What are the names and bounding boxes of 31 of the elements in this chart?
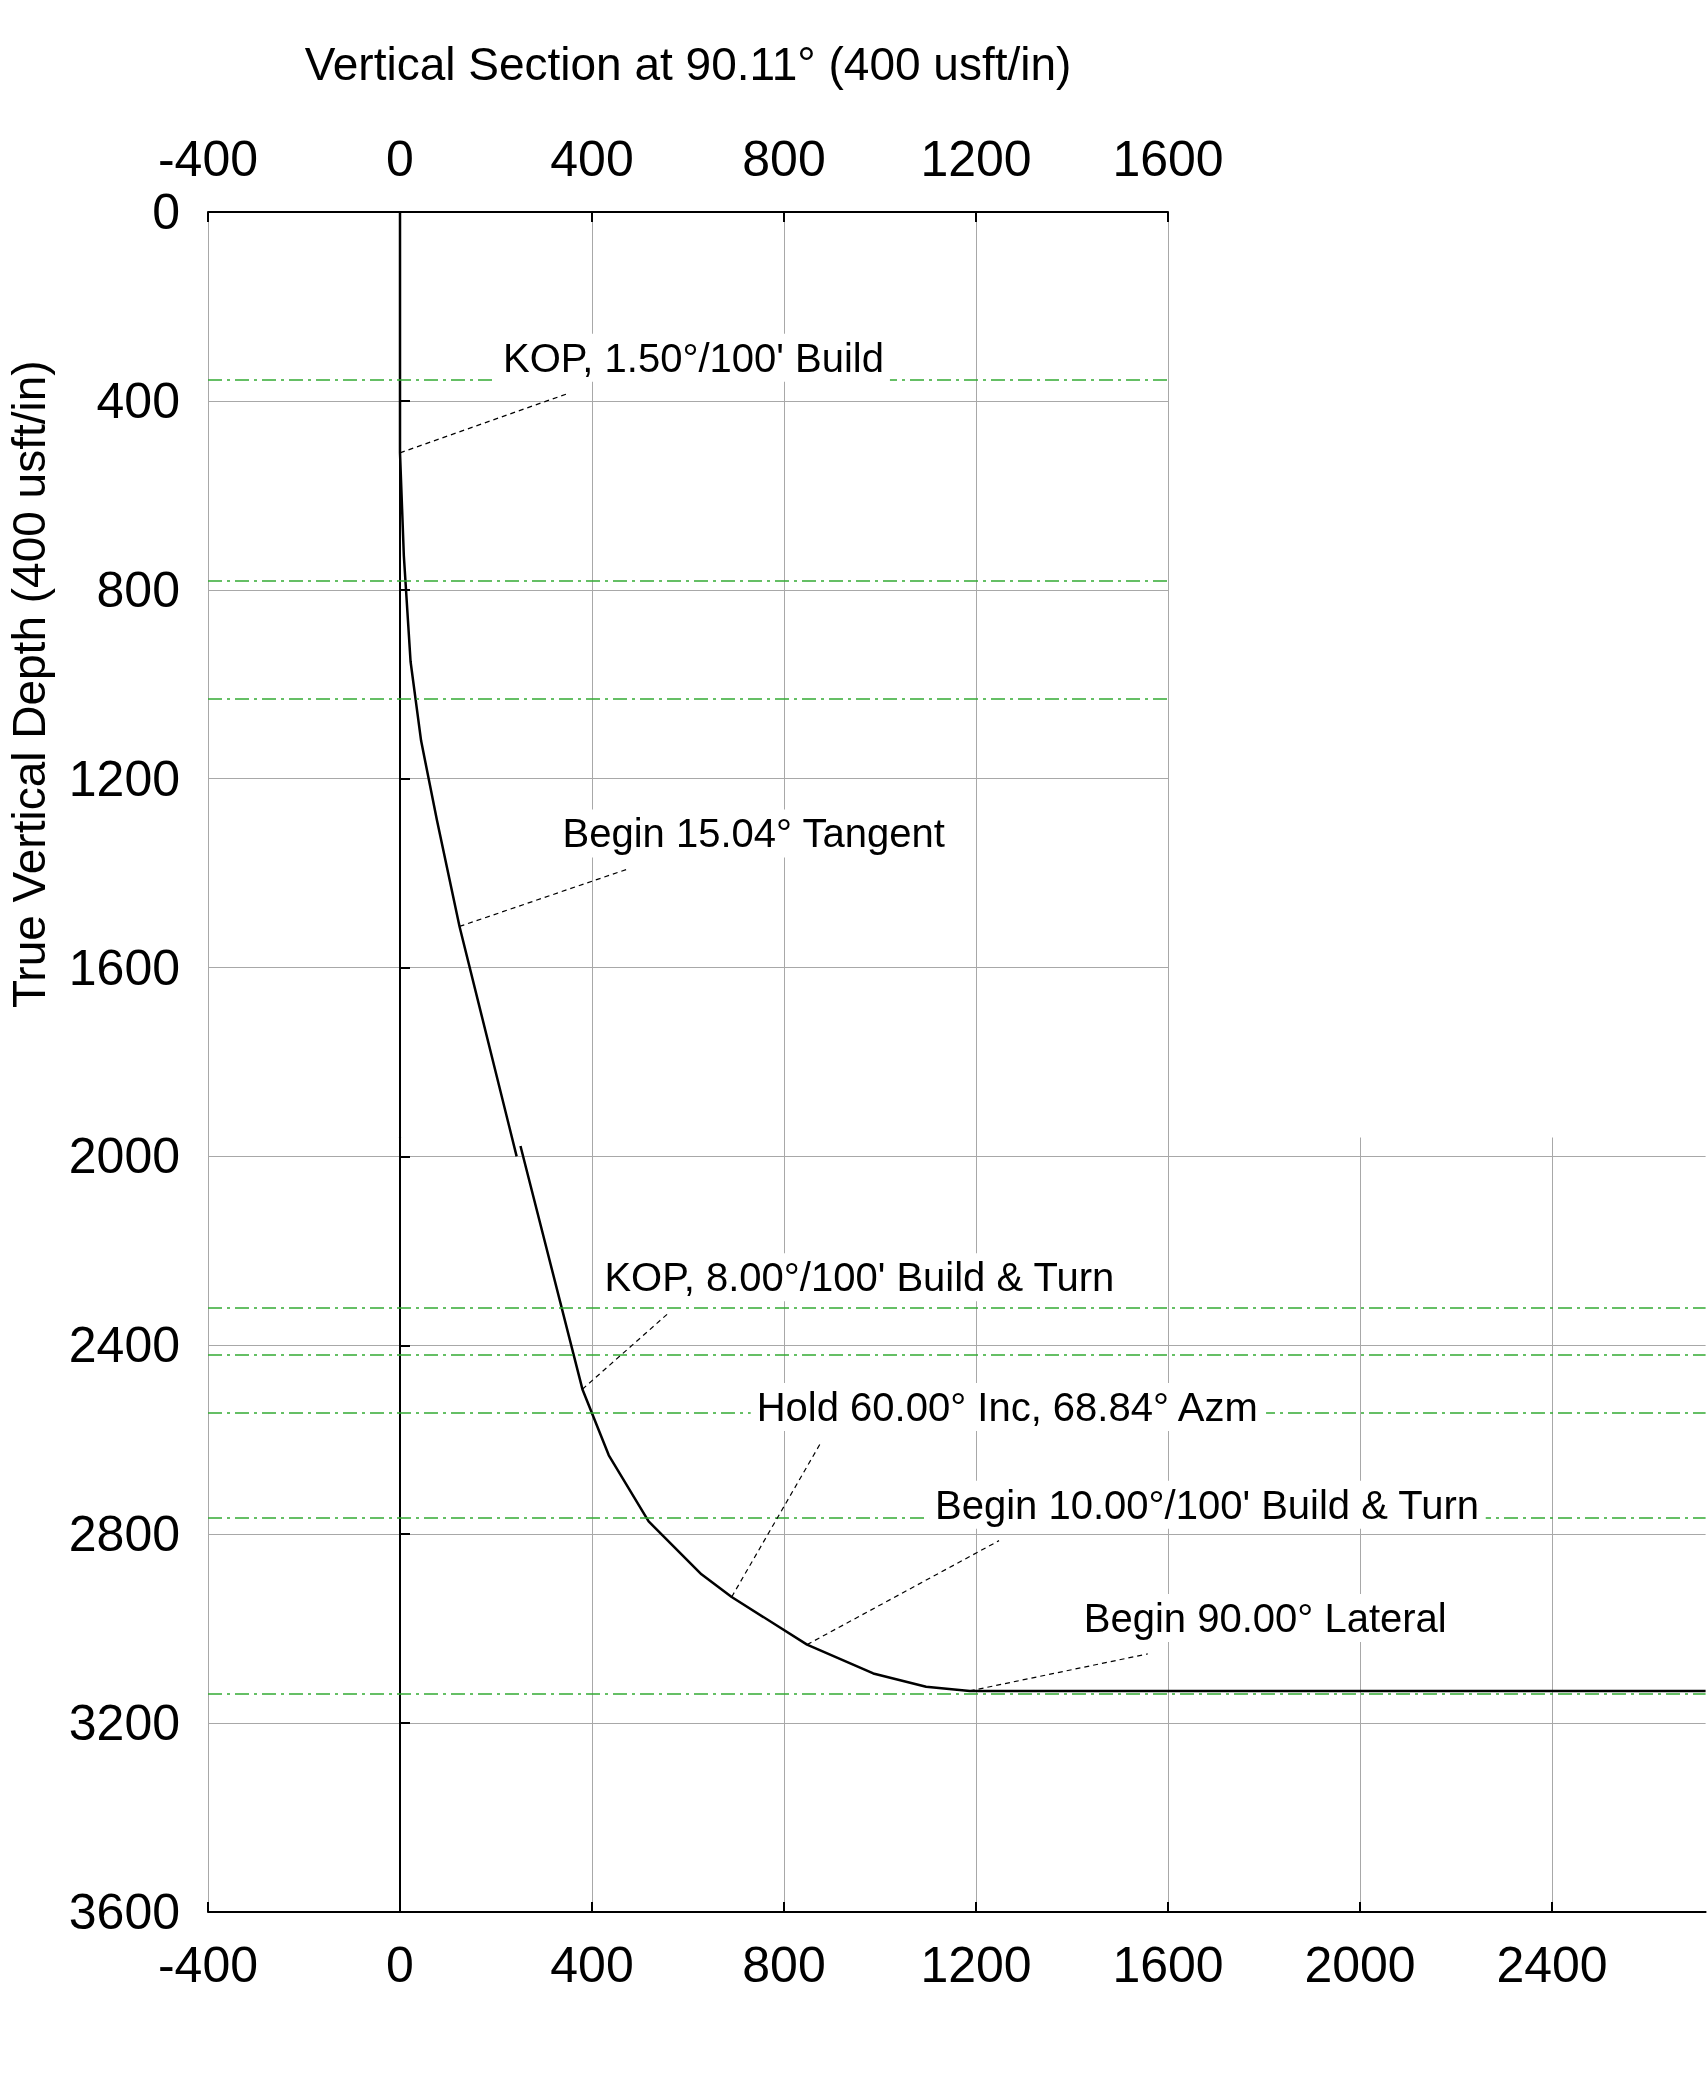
x-axis-title: Vertical Section at 90.11° (400 usft/in) [304, 38, 1072, 90]
annotation: KOP, 8.00°/100' Build & Turn [604, 1255, 1115, 1300]
x-tick-label: 2400 [1496, 1936, 1608, 1993]
x-tick-label: 0 [386, 131, 414, 187]
y-tick-label: 3200 [68, 1695, 180, 1752]
x-tick-label: 400 [550, 131, 634, 187]
y-tick-label: 1600 [68, 939, 180, 996]
x-tick-label: -400 [157, 131, 259, 187]
annotation: Begin 10.00°/100' Build & Turn [935, 1482, 1480, 1527]
annotation: Hold 60.00° Inc, 68.84° Azm [756, 1384, 1258, 1429]
y-tick-label: 0 [152, 184, 180, 240]
x-tick-label: 0 [386, 1936, 414, 1993]
x-tick-label: 1600 [1112, 131, 1224, 187]
line-series [519, 1144, 1707, 1693]
x-tick-label: 1200 [920, 1936, 1032, 1993]
x-tick-label: 1600 [1112, 1936, 1224, 1993]
x-tick-label: 400 [550, 1936, 634, 1993]
annotation: Begin 15.04° Tangent [562, 811, 945, 856]
y-tick-label: 800 [96, 561, 180, 618]
y-tick-label: 1200 [68, 750, 180, 807]
annotation: Begin 90.00° Lateral [1083, 1595, 1447, 1640]
y-tick-label: 2800 [68, 1506, 180, 1563]
y-tick-label: 2400 [68, 1317, 180, 1374]
x-tick-label: 800 [742, 131, 826, 187]
x-tick-label: 800 [742, 1936, 826, 1993]
y-tick-label: 400 [96, 372, 180, 429]
x-tick-label: 2000 [1304, 1936, 1416, 1993]
annotation: KOP, 1.50°/100' Build [503, 335, 884, 380]
y-tick-label: 2000 [68, 1128, 180, 1185]
y-axis-title: True Vertical Depth (400 usft/in) [3, 360, 55, 1009]
x-tick-label: 1200 [920, 131, 1032, 187]
